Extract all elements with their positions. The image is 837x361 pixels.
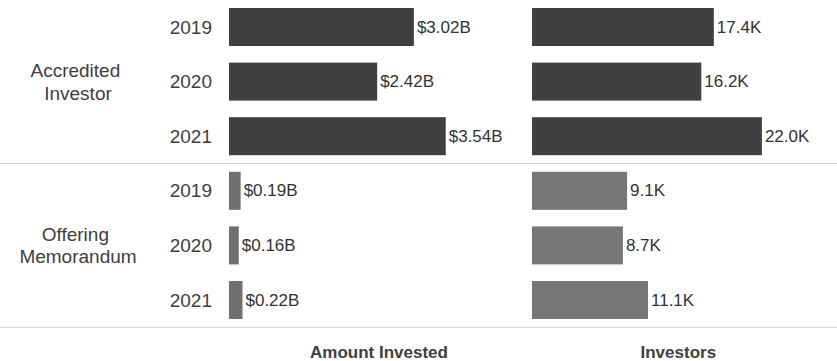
bar — [229, 281, 242, 319]
chart: 2019 2020 2021 2019 2020 2021 Accredited Inves… — [0, 0, 837, 361]
group-separator — [0, 327, 837, 328]
bar — [532, 281, 648, 319]
category-label: 2021 — [170, 126, 212, 147]
data-label: 22.0K — [765, 127, 810, 146]
data-label: $3.54B — [449, 127, 503, 146]
panel-title: Amount Invested — [310, 343, 448, 361]
category-label: 2020 — [170, 71, 212, 92]
bars — [229, 8, 446, 319]
bar — [229, 8, 414, 46]
data-label: $2.42B — [380, 72, 434, 91]
bar — [532, 117, 762, 155]
category-label: 2019 — [170, 180, 212, 201]
data-label: $0.22B — [245, 291, 299, 310]
data-label: $0.16B — [242, 236, 296, 255]
data-label: $0.19B — [244, 181, 298, 200]
category-label: 2019 — [170, 17, 212, 38]
group-separator — [0, 163, 837, 164]
data-label: 9.1K — [630, 181, 666, 200]
data-label: 8.7K — [626, 236, 662, 255]
category-label: 2021 — [170, 290, 212, 311]
bar — [532, 63, 701, 101]
data-label: 11.1K — [651, 291, 695, 310]
category-label: 2020 — [170, 235, 212, 256]
bar — [532, 8, 714, 46]
bar — [229, 226, 239, 264]
bar — [229, 172, 241, 210]
bars — [532, 8, 762, 319]
bar — [532, 226, 623, 264]
panel-title: Investors — [641, 343, 717, 361]
bar — [532, 172, 627, 210]
group-label: Offering Memorandum — [19, 224, 136, 268]
group-label: Accredited Investor — [30, 60, 125, 104]
data-label: $3.02B — [417, 18, 471, 37]
bar — [229, 63, 377, 101]
bar — [229, 117, 446, 155]
data-label: 16.2K — [704, 72, 749, 91]
data-label: 17.4K — [717, 18, 762, 37]
